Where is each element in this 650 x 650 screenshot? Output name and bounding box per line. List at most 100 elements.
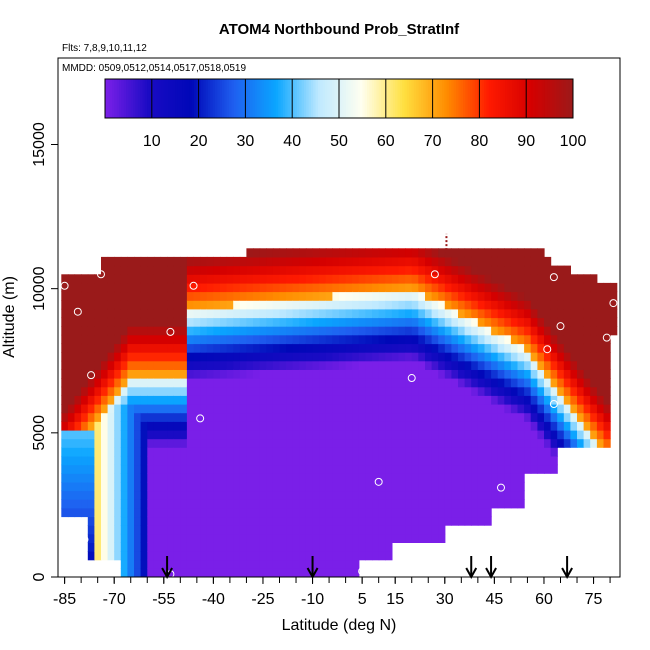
heat-cell xyxy=(173,516,181,526)
heat-cell xyxy=(286,551,294,561)
heat-cell xyxy=(372,473,380,483)
sample-point xyxy=(166,327,175,336)
heat-cell xyxy=(305,525,314,535)
heat-cell xyxy=(180,481,188,492)
heat-cell xyxy=(266,447,274,457)
chart-title: ATOM4 Northbound Prob_StratInf xyxy=(219,21,460,38)
heat-cell xyxy=(220,438,228,448)
sample-points xyxy=(60,261,618,579)
heat-cell xyxy=(325,525,333,535)
heat-cell xyxy=(358,360,366,370)
heat-cell xyxy=(484,447,492,457)
heat-cell xyxy=(358,334,366,345)
colorbar-segment xyxy=(481,79,485,118)
heat-cell xyxy=(497,282,505,293)
heat-cell xyxy=(444,291,452,301)
heat-cell xyxy=(266,464,274,474)
heat-cell xyxy=(173,300,181,310)
heat-cell xyxy=(596,291,605,301)
heat-cell xyxy=(259,473,267,483)
heat-cell xyxy=(477,421,485,431)
heat-cell xyxy=(253,343,261,353)
heat-cell xyxy=(286,559,294,569)
heat-cell xyxy=(339,317,347,327)
heat-cell xyxy=(325,438,333,448)
heat-cell xyxy=(259,568,267,577)
heat-cell xyxy=(167,525,175,535)
heat-cell xyxy=(147,369,155,379)
heat-cell xyxy=(140,551,148,561)
heat-cell xyxy=(444,343,452,353)
heat-cell xyxy=(167,334,175,345)
heat-cell xyxy=(563,326,571,336)
heat-cell xyxy=(477,291,485,301)
heat-cell xyxy=(180,499,188,509)
colorbar-segment xyxy=(165,79,169,118)
heat-cell xyxy=(286,343,294,353)
heat-cell xyxy=(365,282,373,293)
heat-cell xyxy=(398,395,406,405)
heat-cell xyxy=(358,473,366,483)
heat-cell xyxy=(266,326,274,336)
heat-cell xyxy=(180,533,188,543)
heat-cell xyxy=(398,291,406,301)
heat-cell xyxy=(418,499,426,509)
heat-cell xyxy=(431,352,439,362)
heat-cell xyxy=(438,430,446,440)
heat-cell xyxy=(411,421,419,431)
heat-cell xyxy=(497,300,505,310)
colorbar-segment xyxy=(348,79,352,118)
heat-cell xyxy=(233,542,241,552)
heat-cell xyxy=(94,343,102,353)
heat-cell xyxy=(120,516,128,526)
heat-cell xyxy=(464,378,472,388)
heat-cell xyxy=(259,447,267,457)
heat-cell xyxy=(200,291,208,301)
heat-cell xyxy=(385,300,393,310)
heat-cell xyxy=(305,464,314,474)
heat-cell xyxy=(226,274,234,284)
heat-cell xyxy=(358,455,366,466)
heat-cell xyxy=(153,265,162,275)
heat-cell xyxy=(345,291,353,301)
heat-cell xyxy=(405,352,413,362)
heat-cell xyxy=(74,343,82,353)
heat-cell xyxy=(378,317,386,327)
heat-cell xyxy=(365,481,373,492)
heat-cell xyxy=(596,282,605,293)
heat-cell xyxy=(464,282,472,293)
heat-cell xyxy=(537,352,545,362)
heat-cell xyxy=(557,326,565,336)
heat-cell xyxy=(438,533,446,543)
heat-cell xyxy=(259,533,267,543)
heat-cell xyxy=(239,369,247,379)
heat-cell xyxy=(372,369,380,379)
heat-cell xyxy=(405,516,413,526)
heat-cell xyxy=(120,378,128,388)
heat-cell xyxy=(305,300,314,310)
colorbar-segment xyxy=(308,79,312,118)
heat-cell xyxy=(239,516,247,526)
heat-cell xyxy=(114,533,122,543)
heat-cell xyxy=(140,274,148,284)
heat-cell xyxy=(246,533,254,543)
heat-cell xyxy=(391,386,400,396)
heat-cell xyxy=(147,516,155,526)
heat-cell xyxy=(160,551,168,561)
heat-cell xyxy=(61,386,69,396)
heat-cell xyxy=(87,412,95,422)
heat-cell xyxy=(292,265,300,275)
heat-cell xyxy=(372,447,380,457)
heat-cell xyxy=(398,507,406,518)
heat-cell xyxy=(372,412,380,422)
heat-cell xyxy=(160,378,168,388)
heat-cell xyxy=(246,386,254,396)
heat-cell xyxy=(471,265,479,275)
heat-cell xyxy=(220,490,228,500)
colorbar-segment xyxy=(324,79,328,118)
heat-cell xyxy=(213,395,221,405)
heat-cell xyxy=(266,507,274,518)
heat-cell xyxy=(101,265,109,275)
heat-cell xyxy=(193,525,201,535)
